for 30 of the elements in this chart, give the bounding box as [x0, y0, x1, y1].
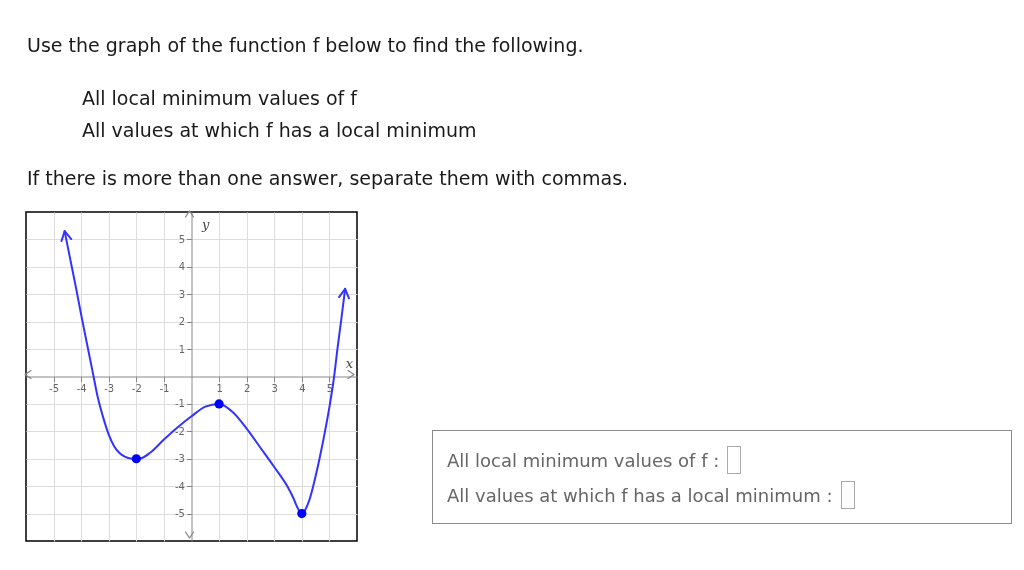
x-tick-label: 1 [216, 383, 223, 394]
x-tick-label: -1 [159, 383, 170, 394]
point [214, 399, 224, 409]
y-tick-label: 5 [178, 233, 185, 245]
chart-title: Use the graph of the function f below to find the following. [27, 34, 584, 56]
x-tick-label: -3 [104, 383, 115, 394]
text: All values at which f has a local minimum [82, 119, 477, 141]
y-tick-label: 1 [178, 343, 185, 355]
y-tick-label: 2 [178, 316, 185, 328]
x-tick-label: -4 [76, 383, 87, 394]
x-tick-label: 4 [299, 383, 306, 394]
text: If there is more than one answer, separate them with commas. [27, 167, 629, 189]
x-axis-title: x [345, 356, 354, 371]
x-tick-label: 3 [271, 383, 278, 394]
y-tick-label: 3 [178, 288, 185, 300]
x-tick-label: 5 [326, 383, 334, 394]
y-tick-label: -5 [175, 508, 185, 520]
y-axis-title: y [201, 216, 210, 232]
text: All local minimum values of f [82, 87, 357, 109]
y-tick-label: -4 [175, 480, 185, 492]
y-tick-label: 4 [178, 261, 185, 273]
y-tick-label: -3 [175, 453, 185, 465]
y-tick-label: -1 [175, 398, 185, 410]
x-tick-label: -2 [131, 383, 142, 394]
point [131, 454, 141, 464]
point [297, 508, 307, 519]
y-tick-label: -2 [175, 425, 185, 437]
x-tick-label: -5 [49, 383, 60, 394]
answer-panel: All local minimum values of f : All values at which f has a local minimum : [432, 430, 1012, 524]
x-tick-label: 2 [243, 383, 251, 394]
